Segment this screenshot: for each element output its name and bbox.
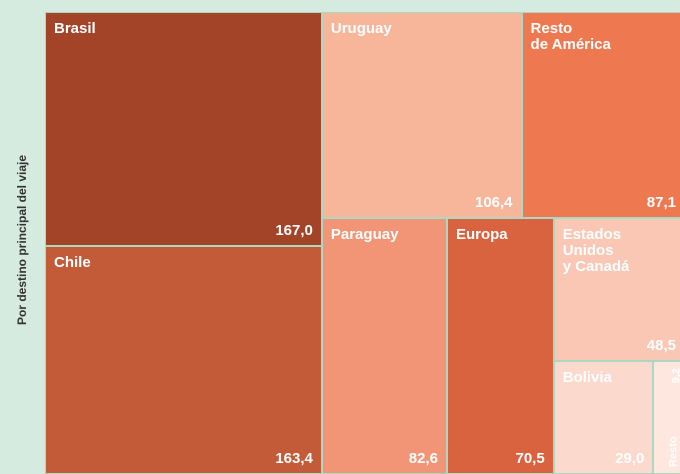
value-label: 82,6: [408, 449, 438, 467]
treemap: Brasil 167,0 Chile 163,4 Uruguay 106,4 Resto d…: [45, 12, 680, 474]
cell-label: Uruguay: [330, 20, 392, 37]
value-label: 70,5: [515, 449, 545, 467]
value-label: 87,1: [646, 194, 676, 212]
treemap-cell: Resto de América 87,1: [521, 12, 680, 219]
treemap-cell: Europa 70,5: [446, 218, 554, 474]
treemap-cell: Paraguay 82,6: [321, 218, 447, 474]
cell-label: Bolivia: [562, 369, 612, 387]
value-label: 48,5: [646, 337, 676, 355]
treemap-cell: Uruguay 106,4: [321, 12, 522, 219]
value-label: 163,4: [275, 449, 313, 467]
treemap-cell: Bolivia 29,0: [553, 361, 654, 474]
value-label: 167,0: [275, 221, 313, 239]
value-label: 29,0: [615, 449, 645, 467]
cell-label: Resto: [667, 436, 680, 467]
treemap-cell: Resto 9,2: [653, 361, 680, 474]
value-label: 9,2: [669, 368, 680, 384]
cell-label: Europa: [455, 226, 508, 244]
cell-label: Resto de América: [530, 20, 611, 53]
cell-label: Chile: [54, 253, 91, 271]
axis-label: Por destino principal del viaje: [15, 154, 29, 326]
treemap-cell: Estados Unidos y Canadá 48,5: [553, 218, 680, 362]
cell-label: Paraguay: [330, 226, 399, 244]
treemap-cell: Chile 163,4: [45, 245, 322, 474]
treemap-cell: Brasil 167,0: [45, 12, 322, 246]
value-label: 106,4: [474, 194, 513, 212]
cell-label: Estados Unidos y Canadá: [562, 226, 630, 276]
cell-label: Brasil: [54, 20, 96, 37]
